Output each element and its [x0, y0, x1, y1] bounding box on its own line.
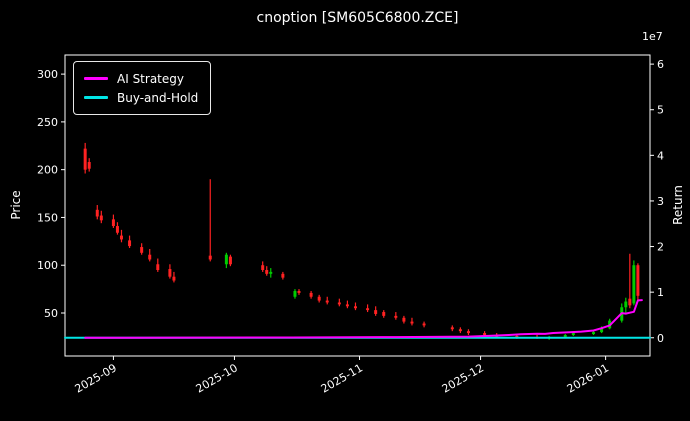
svg-text:100: 100 [37, 259, 58, 272]
svg-text:50: 50 [44, 307, 58, 320]
legend: AI Strategy Buy-and-Hold [73, 61, 212, 115]
svg-text:2026-01: 2026-01 [565, 361, 611, 395]
svg-text:300: 300 [37, 68, 58, 81]
svg-text:1: 1 [657, 286, 664, 299]
svg-text:2: 2 [657, 241, 664, 254]
right-axis-multiplier: 1e7 [642, 30, 663, 43]
y-axis-label-price: Price [9, 190, 23, 220]
svg-text:2025-11: 2025-11 [319, 361, 365, 395]
buy-and-hold-line-swatch [84, 96, 108, 99]
y-axis-label-return: Return [671, 185, 685, 225]
legend-label-buy-and-hold: Buy-and-Hold [117, 90, 199, 105]
svg-text:2025-09: 2025-09 [73, 361, 119, 395]
svg-text:3: 3 [657, 195, 664, 208]
svg-text:2025-10: 2025-10 [194, 361, 240, 395]
svg-text:150: 150 [37, 211, 58, 224]
legend-item-buy-and-hold: Buy-and-Hold [84, 88, 198, 107]
svg-text:250: 250 [37, 116, 58, 129]
svg-text:4: 4 [657, 149, 664, 162]
svg-text:6: 6 [657, 58, 664, 71]
ai-strategy-line-swatch [84, 77, 108, 80]
legend-label-ai-strategy: AI Strategy [117, 71, 184, 86]
svg-text:0: 0 [657, 332, 664, 345]
chart-title: cnoption [SM605C6800.ZCE] [256, 10, 459, 26]
legend-item-ai-strategy: AI Strategy [84, 69, 198, 88]
svg-text:5: 5 [657, 104, 664, 117]
svg-text:2025-12: 2025-12 [440, 361, 486, 395]
svg-text:200: 200 [37, 164, 58, 177]
